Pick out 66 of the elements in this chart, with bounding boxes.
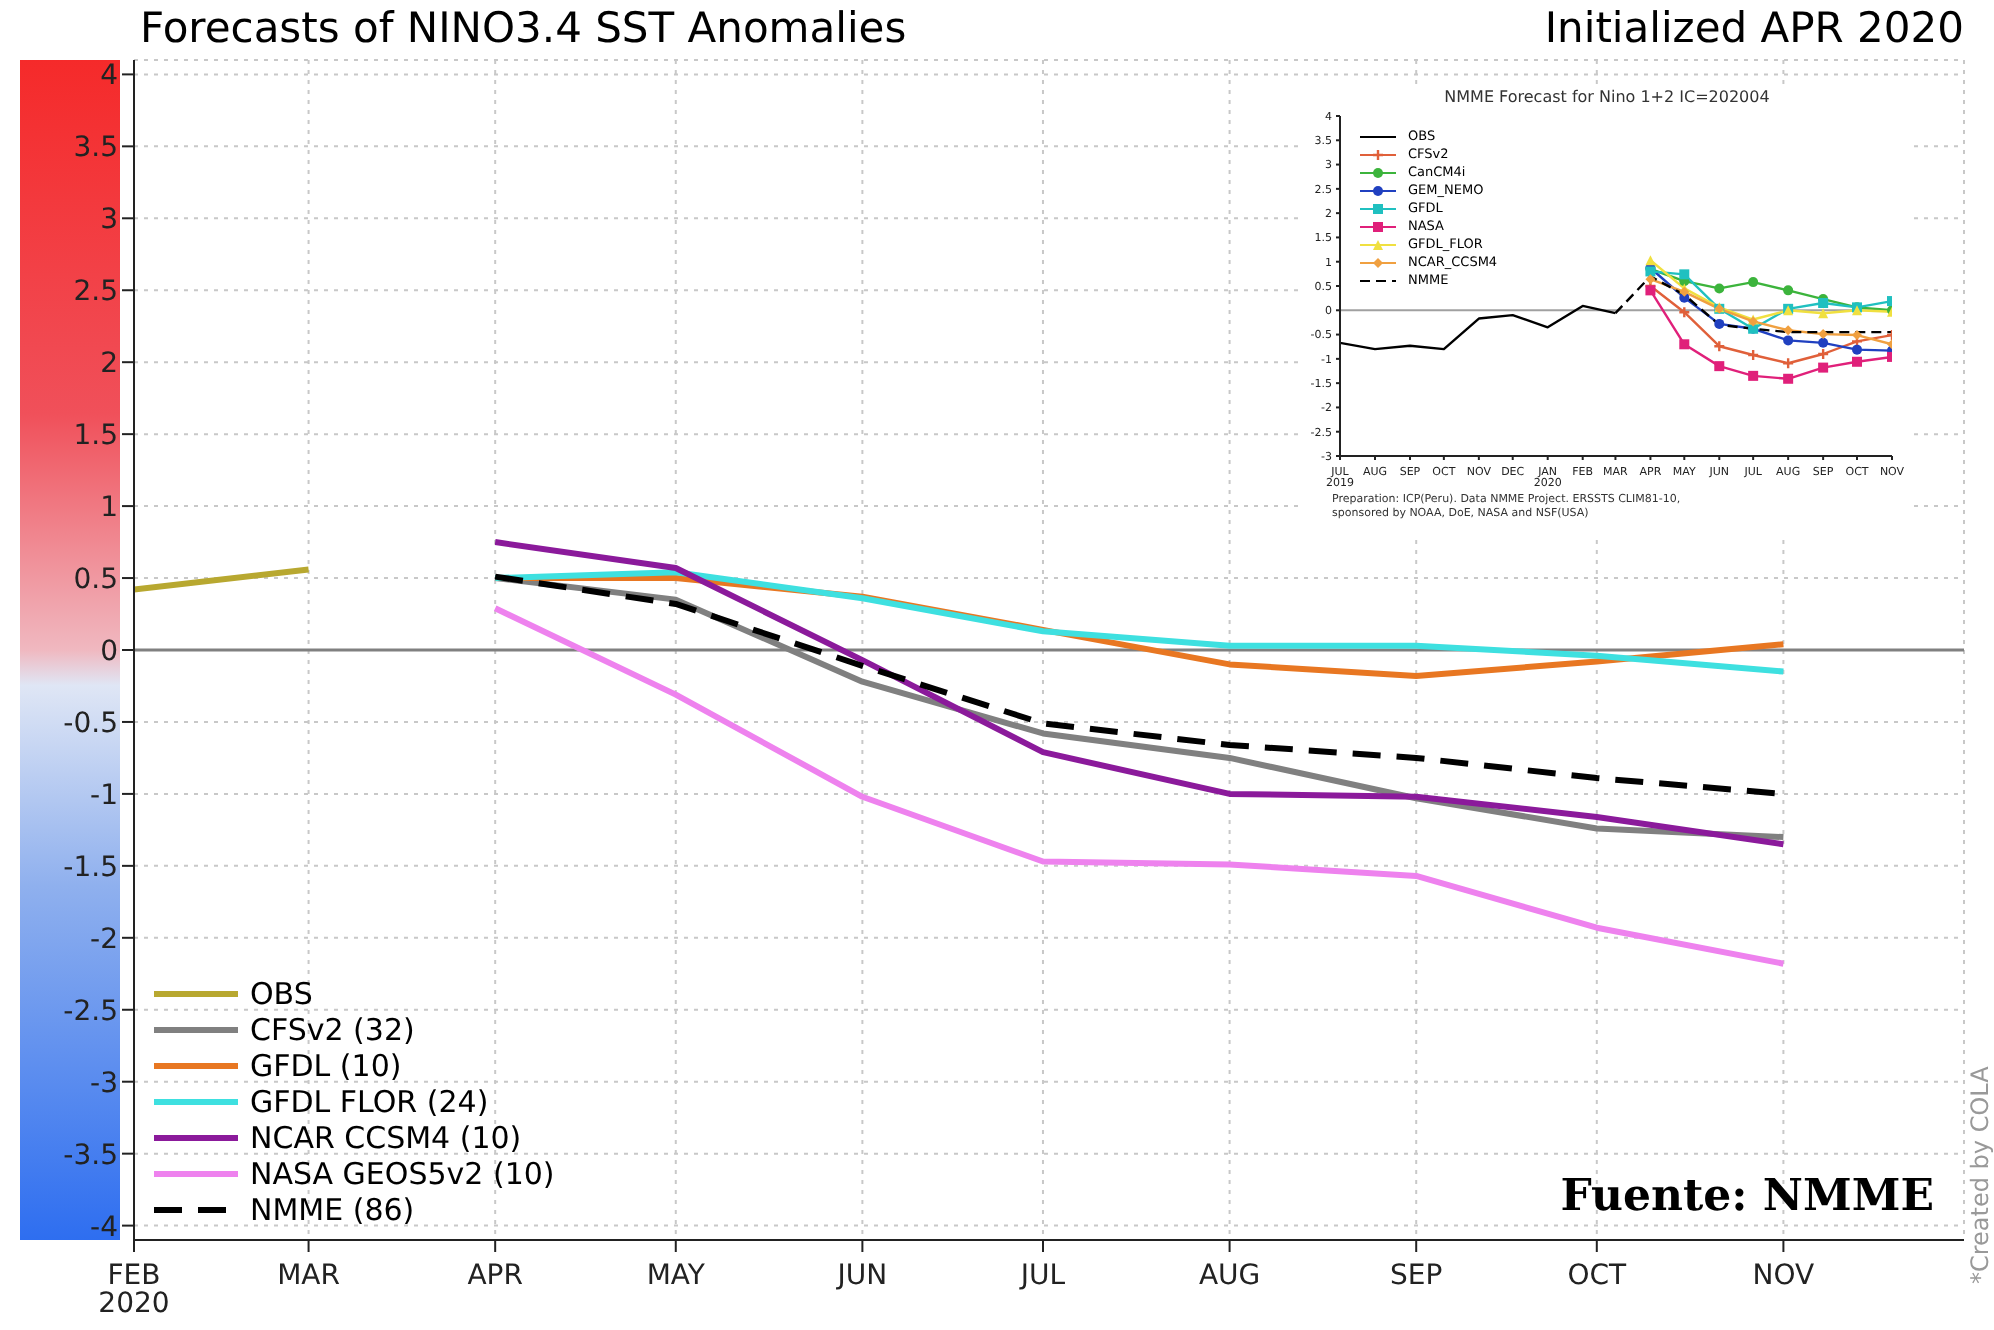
x-tick-label: MAY xyxy=(646,1260,706,1292)
point xyxy=(1714,318,1725,329)
point xyxy=(1783,373,1794,384)
point xyxy=(1678,306,1691,319)
text: *Created by COLA xyxy=(1966,1066,1994,1284)
y-tick-label: -2.5 xyxy=(63,995,118,1028)
x-tick-label: APR xyxy=(467,1260,524,1292)
legend-label: NASA GEOS5v2 (10) xyxy=(250,1156,555,1192)
x-tick-label: NOV xyxy=(1752,1260,1816,1292)
point xyxy=(1818,337,1829,348)
legend-label: CFSv2 (32) xyxy=(250,1012,415,1048)
point xyxy=(1818,308,1829,319)
point xyxy=(1818,362,1829,373)
y-tick-label: -2 xyxy=(90,923,118,956)
point xyxy=(1748,277,1759,288)
point xyxy=(1816,347,1830,361)
point xyxy=(1714,283,1725,294)
point xyxy=(1679,269,1690,280)
point xyxy=(1645,274,1656,285)
annotation: Fuente: NMME xyxy=(1560,1170,1934,1222)
x-tick-label: SEP xyxy=(1390,1260,1443,1292)
legend-label: GFDL FLOR (24) xyxy=(250,1084,489,1120)
x-tick-label: AUG xyxy=(1198,1260,1261,1292)
x-tick-label: JUN xyxy=(835,1260,888,1292)
legend-label: OBS xyxy=(250,976,313,1012)
y-tick-label: -4 xyxy=(90,1211,119,1244)
point xyxy=(1783,325,1794,336)
y-tick-label: 3 xyxy=(100,204,118,237)
x-tick-label: JUL xyxy=(1018,1260,1066,1292)
point xyxy=(1746,348,1760,362)
point xyxy=(1645,285,1656,296)
legend-label: NCAR CCSM4 (10) xyxy=(250,1120,522,1156)
point xyxy=(1852,344,1863,355)
x-tick-label: FEB 2020 xyxy=(98,1260,170,1320)
y-tick-label: 3.5 xyxy=(73,132,118,165)
point xyxy=(1818,329,1829,340)
point xyxy=(1783,335,1794,346)
point xyxy=(1679,339,1690,350)
point xyxy=(1748,370,1759,381)
y-tick-label: -3 xyxy=(90,1067,118,1100)
y-tick-label: 1 xyxy=(100,492,118,525)
line-series xyxy=(492,605,1787,967)
point xyxy=(1852,356,1863,367)
y-tick-label: -3.5 xyxy=(63,1139,118,1172)
x-tick-label: MAR xyxy=(277,1260,341,1292)
x-tick-label: OCT xyxy=(1567,1260,1628,1292)
y-tick-label: -0.5 xyxy=(63,707,118,740)
point xyxy=(1645,255,1656,266)
chart-subtitle: Initialized APR 2020 xyxy=(1544,4,1964,52)
chart-title: NMME Forecast for Nino 1+2 IC=202004 xyxy=(1442,88,1772,106)
y-tick-label: 1.5 xyxy=(73,420,118,453)
chart-title: Forecasts of NINO3.4 SST Anomalies xyxy=(140,4,907,52)
y-tick-label: 0 xyxy=(100,635,118,668)
y-tick-label: 4 xyxy=(100,60,119,93)
y-tick-label: 2 xyxy=(100,348,118,381)
y-tick-label: -1 xyxy=(90,779,118,812)
y-tick-label: 0.5 xyxy=(73,563,118,596)
y-tick-label: 2.5 xyxy=(73,276,118,309)
point xyxy=(1781,357,1795,370)
point xyxy=(1714,361,1725,372)
point xyxy=(1713,340,1726,353)
legend-label: GFDL (10) xyxy=(250,1048,402,1084)
point xyxy=(1852,330,1863,341)
legend-label: NMME (86) xyxy=(250,1192,415,1228)
y-tick-label: -1.5 xyxy=(63,851,118,884)
point xyxy=(1783,285,1794,296)
